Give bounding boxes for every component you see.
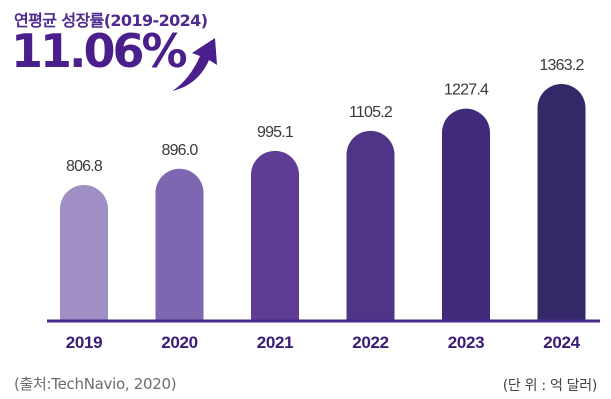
bar-2022 [346, 130, 395, 321]
value-label-2019: 806.8 [66, 158, 103, 175]
bar-chart: 806.8 2019 896.0 2020 995.1 2021 1105.2 2022 122… [47, 57, 600, 352]
bar-2021 [251, 150, 299, 321]
x-tick-label-2021: 2021 [257, 333, 294, 352]
source-note: (출처:TechNavio, 2020) [14, 375, 177, 393]
x-tick-label-2024: 2024 [543, 333, 580, 352]
bar-2020 [155, 168, 204, 321]
x-tick-label-2019: 2019 [66, 333, 103, 352]
unit-note: (단 위 : 억 달러) [502, 378, 598, 394]
bar-2023 [442, 108, 490, 321]
x-tick-label-2022: 2022 [352, 333, 389, 352]
x-tick-label-2020: 2020 [161, 333, 198, 352]
value-label-2020: 896.0 [161, 142, 198, 159]
value-label-2024: 1363.2 [539, 57, 584, 74]
bar-2019 [60, 185, 108, 321]
cagr-value: 11.06% [11, 24, 188, 78]
x-tick-label-2023: 2023 [448, 333, 485, 352]
value-label-2023: 1227.4 [444, 82, 489, 99]
value-label-2022: 1105.2 [349, 104, 393, 121]
up-right-arrow-icon [172, 38, 217, 91]
bar-2024 [537, 84, 586, 321]
value-label-2021: 995.1 [257, 124, 294, 141]
cagr-subtitle: 연평균 성장률(2019-2024) [14, 11, 208, 30]
